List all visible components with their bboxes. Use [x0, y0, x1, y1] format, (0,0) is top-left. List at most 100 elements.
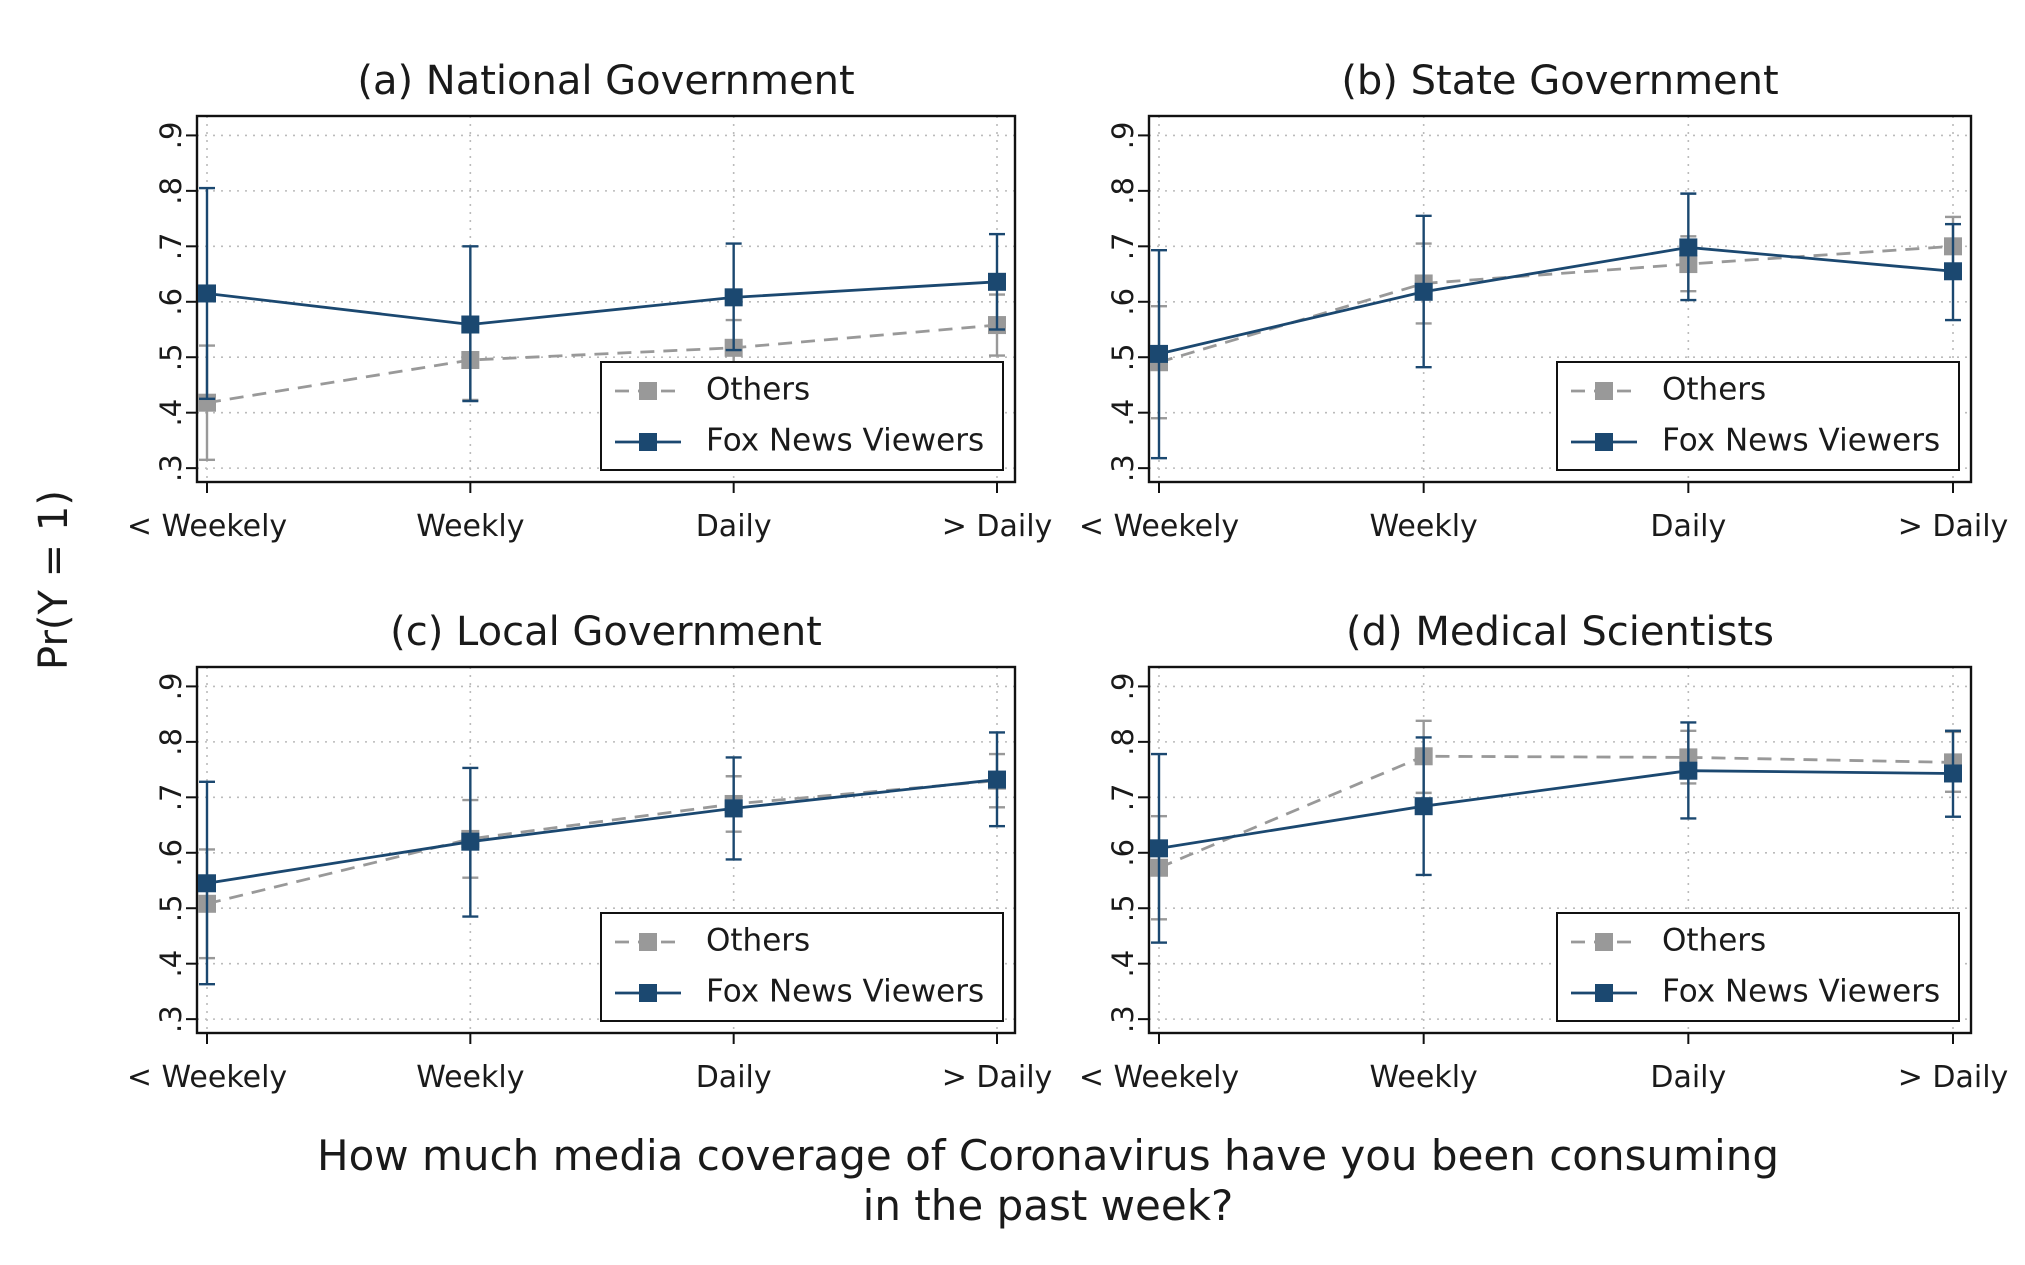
y-tick-label: .5	[154, 343, 188, 371]
legend-label: Others	[706, 923, 810, 959]
series-line	[1158, 754, 1954, 870]
legend-box	[600, 912, 1004, 1022]
y-tick-label: .6	[154, 839, 188, 867]
panel-title: (b) State Government	[1341, 58, 1778, 104]
data-point	[1150, 344, 1168, 363]
x-tick-label: Daily	[696, 509, 772, 544]
legend: Others Fox News Viewers	[600, 912, 1004, 1022]
legend-swatch-marker	[1595, 382, 1613, 400]
x-tick-label: > Daily	[1898, 1060, 2009, 1095]
series-fox-news-viewers	[1150, 192, 1962, 460]
y-tick-label: .3	[1106, 454, 1140, 482]
data-point	[198, 284, 216, 303]
legend-swatch-marker	[639, 984, 657, 1002]
legend: Others Fox News Viewers	[1556, 361, 1960, 471]
y-tick-label: .6	[1106, 288, 1140, 316]
x-axis-title-line1: How much media coverage of Coronavirus h…	[317, 1131, 1779, 1180]
panels: (a) National Government .3 .4 .5 .6 .7 .8 .9 < W…	[127, 58, 2008, 1095]
y-tick-label: .7	[154, 232, 188, 260]
y-tick-label: .4	[154, 399, 188, 427]
x-tick-label: < Weekely	[1079, 1060, 1239, 1095]
series-others	[1150, 719, 1962, 921]
data-point	[1150, 839, 1168, 858]
legend-label: Others	[706, 372, 810, 408]
legend-box	[1556, 361, 1960, 471]
series-line	[1158, 246, 1954, 356]
chart-panel: (d) Medical Scientists .3 .4 .5 .6 .7 .8 .9 < We…	[1079, 609, 2008, 1095]
x-tick-label: > Daily	[942, 1060, 1053, 1095]
x-axis-title-line2: in the past week?	[863, 1181, 1234, 1230]
y-tick-label: .9	[154, 673, 188, 701]
panel-title: (d) Medical Scientists	[1346, 609, 1774, 655]
data-point	[724, 799, 743, 818]
data-point	[724, 288, 743, 307]
legend-swatch-marker	[1595, 933, 1613, 951]
panel-title: (a) National Government	[357, 58, 854, 104]
series-fox-news-viewers	[198, 186, 1006, 403]
data-point	[198, 874, 216, 893]
y-tick-label: .7	[1106, 232, 1140, 260]
y-tick-label: .9	[1106, 673, 1140, 701]
x-tick-label: Daily	[1650, 1060, 1726, 1095]
y-tick-label: .7	[154, 783, 188, 811]
data-point	[1414, 282, 1433, 301]
y-tick-label: .4	[1106, 399, 1140, 427]
y-tick-label: .9	[1106, 122, 1140, 150]
legend-box	[600, 361, 1004, 471]
legend-label: Others	[1662, 372, 1766, 408]
chart-panel: (b) State Government .3 .4 .5 .6 .7 .8 .9 < Week…	[1079, 58, 2008, 544]
y-tick-label: .7	[1106, 783, 1140, 811]
y-tick-label: .8	[154, 177, 188, 205]
x-tick-label: < Weekely	[127, 1060, 287, 1095]
legend-box	[1556, 912, 1960, 1022]
legend-swatch-marker	[639, 933, 657, 951]
y-tick-label: .5	[154, 894, 188, 922]
data-point	[461, 832, 480, 851]
series-fox-news-viewers	[198, 731, 1006, 986]
panel-title: (c) Local Government	[390, 609, 822, 655]
plot-frame	[1147, 114, 1973, 484]
legend-swatch-marker	[1595, 433, 1613, 451]
x-tick-label: Weekly	[416, 1060, 524, 1095]
data-point	[1944, 764, 1962, 783]
plot-frame	[195, 114, 1017, 484]
y-tick-label: .5	[1106, 894, 1140, 922]
series-line	[1158, 769, 1954, 850]
series-fox-news-viewers	[1150, 721, 1962, 944]
x-tick-label: > Daily	[1898, 509, 2009, 544]
plot-frame	[1147, 665, 1973, 1035]
x-tick-label: > Daily	[942, 509, 1053, 544]
legend-swatch-marker	[639, 382, 657, 400]
y-tick-label: .3	[1106, 1005, 1140, 1033]
series-line	[1158, 244, 1954, 364]
y-tick-label: .8	[154, 728, 188, 756]
y-tick-label: .5	[1106, 343, 1140, 371]
y-tick-label: .8	[1106, 728, 1140, 756]
series-line	[206, 323, 998, 405]
legend-label: Fox News Viewers	[1662, 423, 1940, 459]
y-tick-label: .4	[154, 950, 188, 978]
y-tick-label: .3	[154, 454, 188, 482]
chart-panel: (a) National Government .3 .4 .5 .6 .7 .8 .9 < W…	[127, 58, 1052, 544]
data-point	[1944, 262, 1962, 281]
plot-frame	[195, 665, 1017, 1035]
legend: Others Fox News Viewers	[1556, 912, 1960, 1022]
series-line	[206, 280, 998, 326]
x-tick-label: Weekly	[1370, 509, 1478, 544]
series-line	[206, 778, 998, 885]
x-tick-label: Daily	[696, 1060, 772, 1095]
data-point	[1679, 238, 1698, 257]
legend-label: Fox News Viewers	[706, 974, 984, 1010]
legend-label: Fox News Viewers	[706, 423, 984, 459]
x-tick-label: Weekly	[1370, 1060, 1478, 1095]
legend: Others Fox News Viewers	[600, 361, 1004, 471]
y-tick-label: .6	[1106, 839, 1140, 867]
legend-swatch-marker	[1595, 984, 1613, 1002]
data-point	[1414, 797, 1433, 816]
data-point	[988, 770, 1006, 789]
legend-label: Others	[1662, 923, 1766, 959]
x-tick-label: < Weekely	[127, 509, 287, 544]
series-line	[206, 779, 998, 906]
data-point	[461, 315, 480, 334]
